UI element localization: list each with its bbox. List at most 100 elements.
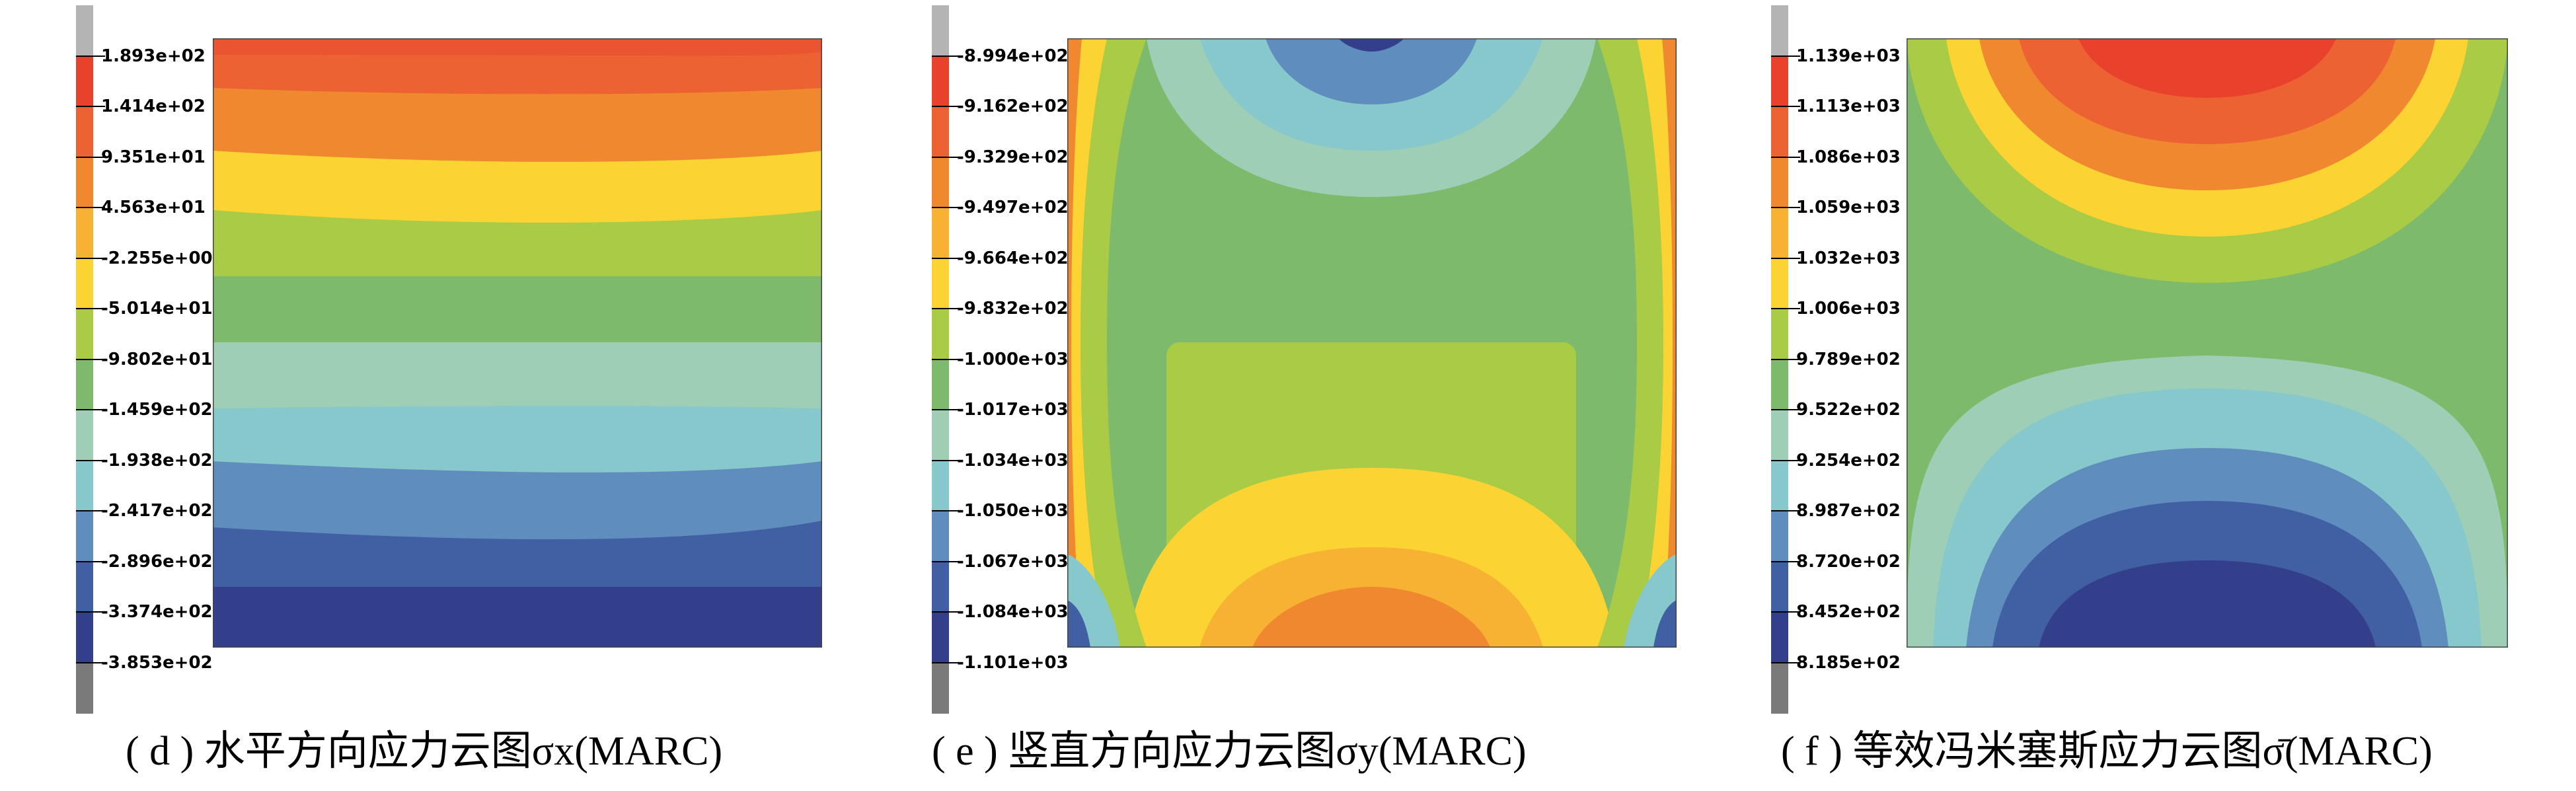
colorbar-swatch	[1771, 511, 1788, 562]
colorbar-swatch	[932, 258, 949, 309]
colorbar-swatch	[1771, 56, 1788, 107]
colorbar-swatch	[76, 359, 93, 410]
colorbar-swatch	[76, 258, 93, 309]
colorbar-label: -9.802e+01	[101, 349, 213, 369]
colorbar-label: 4.563e+01	[101, 198, 206, 217]
colorbar-tick	[932, 510, 961, 511]
colorbar-swatch	[76, 207, 93, 258]
colorbar-tick	[1771, 409, 1800, 410]
colorbar-label: 8.452e+02	[1796, 602, 1901, 622]
colorbar-swatch	[932, 106, 949, 157]
colorbar-label: 1.032e+03	[1796, 248, 1901, 268]
colorbar-tick	[1771, 207, 1800, 208]
colorbar-label: -1.017e+03	[957, 400, 1069, 420]
colorbar-tick	[76, 611, 105, 613]
colorbar-tick	[76, 358, 105, 360]
colorbar-label: -2.417e+02	[101, 501, 213, 521]
colorbar-label: 1.414e+02	[101, 96, 206, 116]
colorbar-f: 1.139e+03 1.113e+03 1.086e+03 1.059e+03 1.03…	[1771, 5, 1901, 714]
contour-plot-sigma-x	[213, 38, 822, 648]
colorbar-label: 1.086e+03	[1796, 147, 1901, 167]
colorbar-tick	[76, 409, 105, 410]
colorbar-tick	[932, 459, 961, 461]
colorbar-tick	[932, 308, 961, 309]
colorbar-swatch	[1771, 309, 1788, 359]
colorbar-label: -9.329e+02	[957, 147, 1069, 167]
colorbar-tick	[932, 611, 961, 613]
colorbar-swatch	[1771, 561, 1788, 613]
colorbar-label: 9.351e+01	[101, 147, 206, 167]
colorbar-swatch	[932, 460, 949, 511]
colorbar-tick	[932, 55, 961, 57]
colorbar-swatch	[932, 157, 949, 208]
panel-f: 1.139e+03 1.113e+03 1.086e+03 1.059e+03 1.03…	[1712, 0, 2564, 791]
colorbar-tick	[932, 661, 961, 663]
colorbar-label: -1.938e+02	[101, 450, 213, 471]
panel-e: -8.994e+02 -9.162e+02 -9.329e+02 -9.497e+02…	[856, 0, 1708, 791]
colorbar-tick	[932, 409, 961, 410]
colorbar-tick	[1771, 156, 1800, 158]
colorbar-tick	[932, 106, 961, 107]
colorbar-label: 9.789e+02	[1796, 349, 1901, 369]
colorbar-tick	[1771, 358, 1800, 360]
colorbar-label: 1.893e+02	[101, 46, 206, 66]
colorbar-swatch	[76, 511, 93, 562]
colorbar-swatch	[76, 5, 93, 56]
colorbar-label: -2.896e+02	[101, 551, 213, 572]
colorbar-swatch	[1771, 612, 1788, 663]
colorbar-swatch	[1771, 106, 1788, 157]
colorbar-tick	[1771, 106, 1800, 107]
colorbar-swatch	[76, 561, 93, 613]
colorbar-swatch	[1771, 157, 1788, 208]
colorbar-tick	[76, 106, 105, 107]
colorbar-swatch	[932, 561, 949, 613]
colorbar-tick	[76, 257, 105, 259]
colorbar-tick	[932, 156, 961, 158]
colorbar-tick	[1771, 308, 1800, 309]
colorbar-swatch	[932, 662, 949, 714]
colorbar-label: -1.000e+03	[957, 349, 1069, 369]
colorbar-tick	[1771, 611, 1800, 613]
colorbar-label: 9.522e+02	[1796, 400, 1901, 420]
colorbar-tick	[76, 560, 105, 562]
colorbar-swatch	[76, 157, 93, 208]
colorbar-label: 1.139e+03	[1796, 46, 1901, 66]
caption-f: ( f ) 等效冯米塞斯应力云图σ̄(MARC)	[1781, 729, 2433, 774]
colorbar-tick	[76, 308, 105, 309]
colorbar-label: -1.050e+03	[957, 501, 1069, 521]
colorbar-swatch	[1771, 460, 1788, 511]
colorbar-label: -2.255e+00	[101, 248, 213, 268]
colorbar-tick	[76, 55, 105, 57]
colorbar-swatch	[932, 359, 949, 410]
colorbar-label: -1.459e+02	[101, 400, 213, 420]
colorbar-swatch	[76, 662, 93, 714]
colorbar-swatch	[932, 56, 949, 107]
colorbar-label: 9.254e+02	[1796, 450, 1901, 471]
colorbar-tick	[932, 257, 961, 259]
colorbar-label: -9.832e+02	[957, 299, 1069, 319]
colorbar-swatch	[932, 511, 949, 562]
colorbar-label: -3.374e+02	[101, 602, 213, 622]
colorbar-label: -1.067e+03	[957, 551, 1069, 572]
colorbar-swatch	[1771, 207, 1788, 258]
colorbar-swatch	[932, 410, 949, 461]
colorbar-swatch	[76, 410, 93, 461]
colorbar-label: -3.853e+02	[101, 652, 213, 673]
colorbar-tick	[932, 358, 961, 360]
colorbar-label: -1.101e+03	[957, 652, 1069, 673]
colorbar-swatch	[932, 612, 949, 663]
colorbar-swatch	[1771, 258, 1788, 309]
colorbar-swatch	[1771, 410, 1788, 461]
caption-d: ( d ) 水平方向应力云图σx(MARC)	[126, 729, 723, 774]
colorbar-label: -9.497e+02	[957, 198, 1069, 217]
colorbar-swatch	[1771, 5, 1788, 56]
colorbar-tick	[1771, 257, 1800, 259]
colorbar-label: 1.113e+03	[1796, 96, 1901, 116]
colorbar-label: 8.185e+02	[1796, 652, 1901, 673]
colorbar-label: 8.720e+02	[1796, 551, 1901, 572]
colorbar-tick	[1771, 55, 1800, 57]
colorbar-tick	[76, 156, 105, 158]
colorbar-label: -5.014e+01	[101, 299, 213, 319]
contour-plot-sigma-y	[1067, 38, 1677, 648]
colorbar-label: -1.034e+03	[957, 450, 1069, 471]
